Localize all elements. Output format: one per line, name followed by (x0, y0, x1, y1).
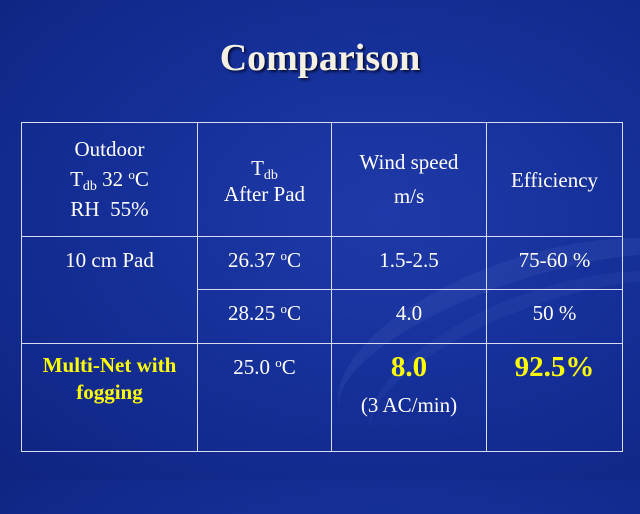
row-efficiency-cell: 50 % (486, 288, 623, 344)
row-temp-cell: 28.25 oC (197, 288, 332, 344)
header-after-pad-label: After Pad (223, 181, 306, 206)
row-efficiency-cell: 75-60 % (486, 236, 623, 290)
header-outdoor-cell: Outdoor Tdb 32 oC RH 55% (21, 121, 198, 238)
header-wind-label: Wind speed (359, 149, 459, 174)
row-label-cell: 10 cm Pad (21, 236, 198, 344)
header-efficiency-cell: Efficiency (486, 121, 623, 238)
header-outdoor-temp: Tdb 32 oC (70, 166, 149, 194)
row-label-multinet-line1: Multi-Net with (42, 352, 177, 377)
row-label-multinet-line2: fogging (76, 379, 143, 404)
row-wind-cell: 8.0 (3 AC/min) (331, 342, 487, 453)
row-wind-highlight: 8.0 (390, 350, 428, 383)
row-wind-note: (3 AC/min) (360, 392, 458, 417)
table-row: 28.25 oC 4.0 50 % (22, 288, 623, 344)
header-after-pad-cell: Tdb After Pad (197, 121, 332, 238)
row-wind-cell: 1.5-2.5 (331, 236, 487, 290)
row-temp-cell: 26.37 oC (197, 236, 332, 290)
row-efficiency-highlight: 92.5% (514, 350, 595, 383)
comparison-table: Outdoor Tdb 32 oC RH 55% Tdb After Pad W… (21, 121, 623, 453)
slide-title: Comparison (219, 37, 421, 79)
row-label-cell: Multi-Net with fogging (21, 342, 198, 453)
header-after-pad-temp: Tdb (251, 156, 278, 184)
header-wind-cell: Wind speed m/s (331, 121, 487, 238)
header-efficiency-label: Efficiency (510, 168, 599, 192)
table-row: 10 cm Pad 26.37 oC 1.5-2.5 75-60 % (21, 236, 623, 344)
row-label-10cm-pad: 10 cm Pad (65, 248, 154, 273)
header-outdoor-label: Outdoor (74, 136, 145, 161)
row-efficiency-cell: 92.5% (486, 342, 623, 453)
table-header-row: Outdoor Tdb 32 oC RH 55% Tdb After Pad W… (21, 121, 623, 238)
table-row: Multi-Net with fogging 25.0 oC 8.0 (3 AC… (21, 342, 623, 453)
row-temp-cell: 25.0 oC (197, 342, 332, 453)
header-wind-unit: m/s (393, 184, 425, 209)
header-outdoor-rh: RH 55% (70, 197, 149, 222)
row-wind-cell: 4.0 (331, 288, 487, 344)
